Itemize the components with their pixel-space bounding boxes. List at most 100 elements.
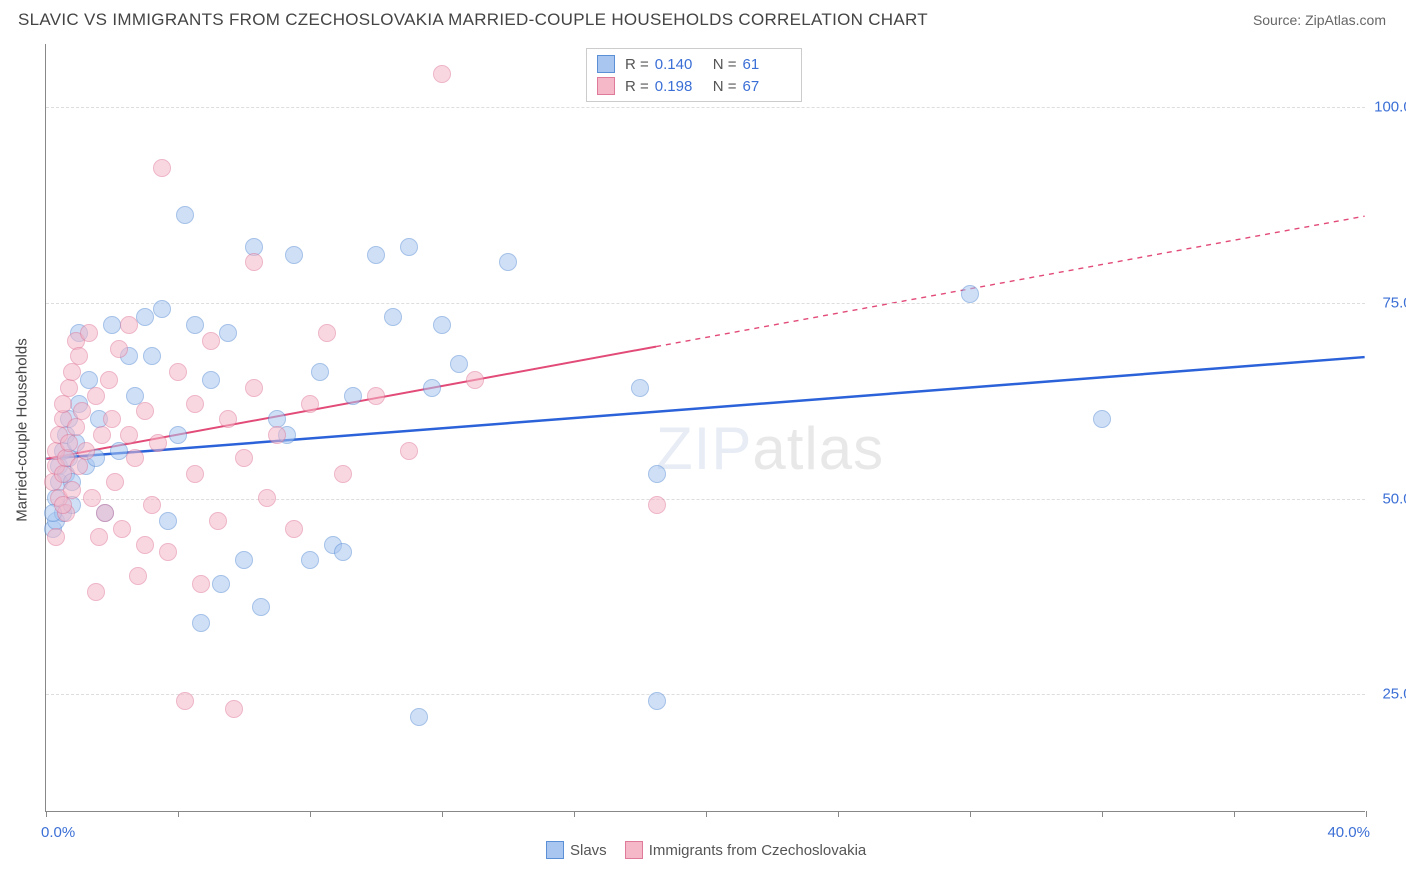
chart-source: Source: ZipAtlas.com <box>1253 12 1386 28</box>
data-point <box>96 504 114 522</box>
data-point <box>80 324 98 342</box>
x-tick <box>46 811 47 817</box>
data-point <box>186 395 204 413</box>
data-point <box>433 65 451 83</box>
watermark-atlas: atlas <box>752 415 884 482</box>
data-point <box>54 395 72 413</box>
chart-title: SLAVIC VS IMMIGRANTS FROM CZECHOSLOVAKIA… <box>18 10 928 30</box>
y-tick-label: 50.0% <box>1370 490 1406 507</box>
x-tick <box>970 811 971 817</box>
legend-series-item: Immigrants from Czechoslovakia <box>625 841 867 859</box>
data-point <box>202 332 220 350</box>
data-point <box>186 316 204 334</box>
data-point <box>129 567 147 585</box>
data-point <box>433 316 451 334</box>
data-point <box>143 496 161 514</box>
data-point <box>219 324 237 342</box>
data-point <box>192 575 210 593</box>
x-tick <box>310 811 311 817</box>
data-point <box>103 410 121 428</box>
series-legend: Slavs Immigrants from Czechoslovakia <box>546 841 866 859</box>
gridline-horizontal <box>46 499 1365 500</box>
data-point <box>212 575 230 593</box>
data-point <box>87 387 105 405</box>
data-point <box>176 206 194 224</box>
data-point <box>268 426 286 444</box>
trend-lines-svg <box>46 44 1365 811</box>
legend-stats-row: R = 0.198 N = 67 <box>597 75 791 97</box>
data-point <box>90 528 108 546</box>
data-point <box>136 402 154 420</box>
legend-series-item: Slavs <box>546 841 607 859</box>
data-point <box>384 308 402 326</box>
legend-stats-row: R =0.140N =61 <box>597 53 791 75</box>
data-point <box>153 159 171 177</box>
data-point <box>367 387 385 405</box>
data-point <box>176 692 194 710</box>
data-point <box>252 598 270 616</box>
x-tick <box>1102 811 1103 817</box>
data-point <box>225 700 243 718</box>
legend-n-label: N = <box>713 56 737 73</box>
gridline-horizontal <box>46 694 1365 695</box>
legend-r-label: R = <box>625 78 649 95</box>
data-point <box>301 551 319 569</box>
trend-line-dashed <box>656 216 1365 346</box>
legend-swatch <box>597 77 615 95</box>
data-point <box>63 363 81 381</box>
x-tick <box>706 811 707 817</box>
data-point <box>149 434 167 452</box>
trend-line-solid <box>46 357 1364 459</box>
data-point <box>344 387 362 405</box>
data-point <box>258 489 276 507</box>
data-point <box>47 528 65 546</box>
data-point <box>126 449 144 467</box>
data-point <box>631 379 649 397</box>
legend-r-value: 0.140 <box>655 56 695 73</box>
data-point <box>318 324 336 342</box>
data-point <box>648 496 666 514</box>
data-point <box>311 363 329 381</box>
data-point <box>219 410 237 428</box>
data-point <box>285 246 303 264</box>
data-point <box>103 316 121 334</box>
data-point <box>70 457 88 475</box>
data-point <box>77 442 95 460</box>
data-point <box>648 692 666 710</box>
data-point <box>400 442 418 460</box>
legend-r-value: 0.198 <box>655 78 695 95</box>
y-tick-label: 25.0% <box>1370 686 1406 703</box>
legend-series-name: Immigrants from Czechoslovakia <box>649 842 867 859</box>
x-tick <box>178 811 179 817</box>
y-tick-label: 100.0% <box>1370 98 1406 115</box>
data-point <box>136 536 154 554</box>
data-point <box>648 465 666 483</box>
x-tick-label: 0.0% <box>41 824 75 841</box>
data-point <box>466 371 484 389</box>
data-point <box>110 442 128 460</box>
x-tick <box>574 811 575 817</box>
data-point <box>235 551 253 569</box>
legend-n-label: N = <box>713 78 737 95</box>
legend-swatch <box>625 841 643 859</box>
y-tick-label: 75.0% <box>1370 294 1406 311</box>
data-point <box>83 489 101 507</box>
data-point <box>159 512 177 530</box>
data-point <box>120 316 138 334</box>
x-tick-label: 40.0% <box>1327 824 1370 841</box>
data-point <box>169 426 187 444</box>
legend-n-value: 67 <box>743 78 783 95</box>
legend-swatch <box>597 55 615 73</box>
data-point <box>423 379 441 397</box>
data-point <box>367 246 385 264</box>
data-point <box>54 496 72 514</box>
data-point <box>87 583 105 601</box>
data-point <box>106 473 124 491</box>
data-point <box>400 238 418 256</box>
gridline-horizontal <box>46 303 1365 304</box>
watermark-text: ZIPatlas <box>656 414 884 483</box>
data-point <box>209 512 227 530</box>
data-point <box>186 465 204 483</box>
x-tick <box>838 811 839 817</box>
data-point <box>334 543 352 561</box>
